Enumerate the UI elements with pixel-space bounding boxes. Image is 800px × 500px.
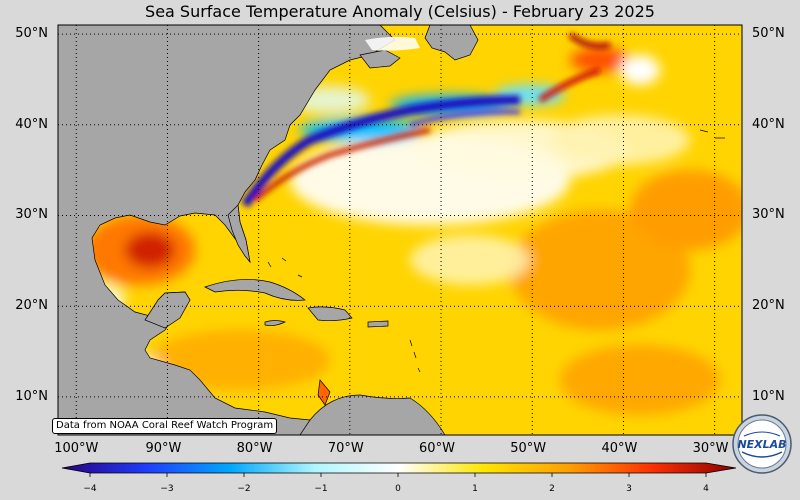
data-credit: Data from NOAA Coral Reef Watch Program [52, 418, 278, 434]
lat-label-left: 20°N [15, 298, 48, 314]
gulf-stream-warm-filament [253, 127, 431, 202]
lon-label: 80°W [236, 441, 273, 456]
colorbar-tick-label: −2 [237, 484, 251, 494]
colorbar-tick-label: −3 [160, 484, 174, 494]
lat-label-left: 40°N [15, 116, 48, 132]
colorbar-tick-label: 3 [626, 484, 632, 494]
land-south-america [299, 394, 446, 435]
lon-label: 40°W [601, 441, 638, 456]
colorbar-tick-label: −1 [314, 484, 328, 494]
logo-text: NEXLAB [737, 438, 786, 451]
lat-label-right: 40°N [752, 116, 785, 132]
colorbar-tick-label: −4 [83, 484, 97, 494]
lat-label-right: 30°N [752, 207, 785, 223]
map-title: Sea Surface Temperature Anomaly (Celsius… [145, 2, 655, 21]
land-cuba [204, 279, 306, 301]
gulf-stream-cold-filament [241, 95, 521, 208]
lon-label: 100°W [54, 441, 99, 456]
land-americas [58, 25, 396, 435]
colorbar-tick-label: 4 [703, 484, 709, 494]
colorbar-tick-label: 0 [395, 484, 401, 494]
lon-label: 50°W [510, 441, 547, 456]
lon-label: 30°W [692, 441, 729, 456]
lat-label-right: 50°N [752, 26, 785, 42]
graticule [58, 25, 742, 435]
lon-label: 60°W [419, 441, 455, 456]
lat-label-left: 10°N [15, 388, 48, 404]
nexlab-logo: NEXLAB [732, 414, 792, 474]
colorbar [61, 462, 737, 477]
lon-label: 90°W [145, 441, 182, 456]
lat-label-left: 30°N [15, 207, 48, 223]
colorbar-tick-label: 1 [472, 484, 478, 494]
lon-label: 70°W [327, 441, 364, 456]
lat-label-right: 10°N [752, 388, 785, 404]
map-frame [57, 24, 743, 436]
colorbar-tick-label: 2 [549, 484, 555, 494]
lat-label-left: 50°N [15, 26, 48, 42]
warm-patch-central-atlantic [510, 210, 690, 330]
colorbar-gradient [61, 462, 737, 474]
lat-label-right: 20°N [752, 298, 785, 314]
